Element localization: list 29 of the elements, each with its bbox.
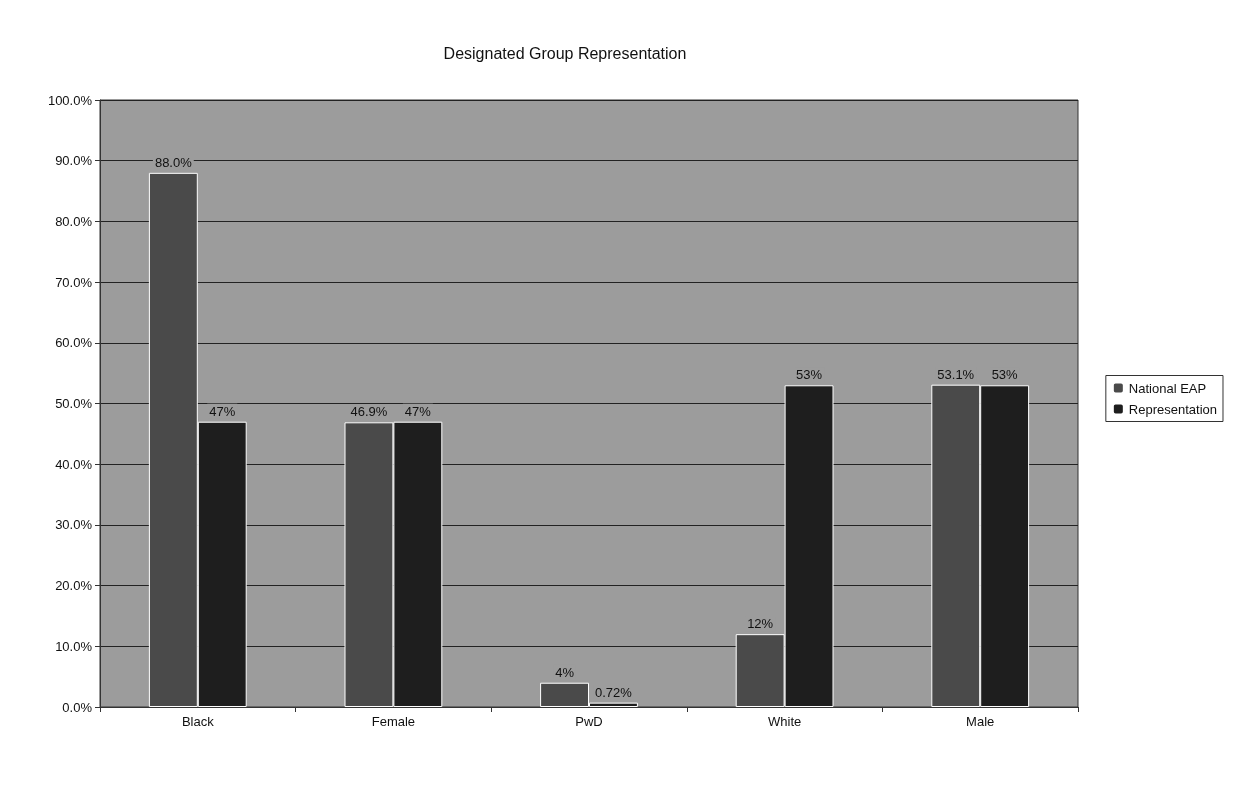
y-tick-label: 80.0% xyxy=(55,213,93,229)
y-tick-label: 20.0% xyxy=(55,578,93,594)
data-label: 46.9% xyxy=(350,404,388,420)
y-tick-label: 70.0% xyxy=(55,274,93,290)
y-tick-label: 60.0% xyxy=(55,335,93,351)
data-label: 47% xyxy=(209,403,236,419)
x-tick-label: Female xyxy=(371,714,416,729)
x-tick-label: White xyxy=(767,714,802,729)
x-tick-label: PwD xyxy=(575,714,603,729)
data-label: 88.0% xyxy=(154,154,193,170)
data-label: 4% xyxy=(555,664,575,680)
y-tick-label: 30.0% xyxy=(55,517,93,533)
x-tick-label: Male xyxy=(966,714,995,729)
data-label: 12% xyxy=(747,616,774,632)
y-tick-label: 0.0% xyxy=(62,699,93,715)
legend-label: National EAP xyxy=(1128,380,1207,396)
data-label: 53% xyxy=(991,367,1019,383)
chart-title: Designated Group Representation xyxy=(443,44,687,62)
y-tick-label: 50.0% xyxy=(55,396,93,411)
data-label: 53.1% xyxy=(937,366,975,382)
y-tick-label: 90.0% xyxy=(55,153,93,169)
x-tick-label: Black xyxy=(181,714,215,729)
y-tick-label: 100.0% xyxy=(47,92,93,108)
y-tick-label: 40.0% xyxy=(55,456,93,472)
legend-label: Representation xyxy=(1128,401,1217,417)
data-label: 47% xyxy=(404,403,432,419)
data-label: 53% xyxy=(796,367,823,383)
data-label: 0.72% xyxy=(595,684,633,700)
y-tick-label: 10.0% xyxy=(55,638,93,654)
